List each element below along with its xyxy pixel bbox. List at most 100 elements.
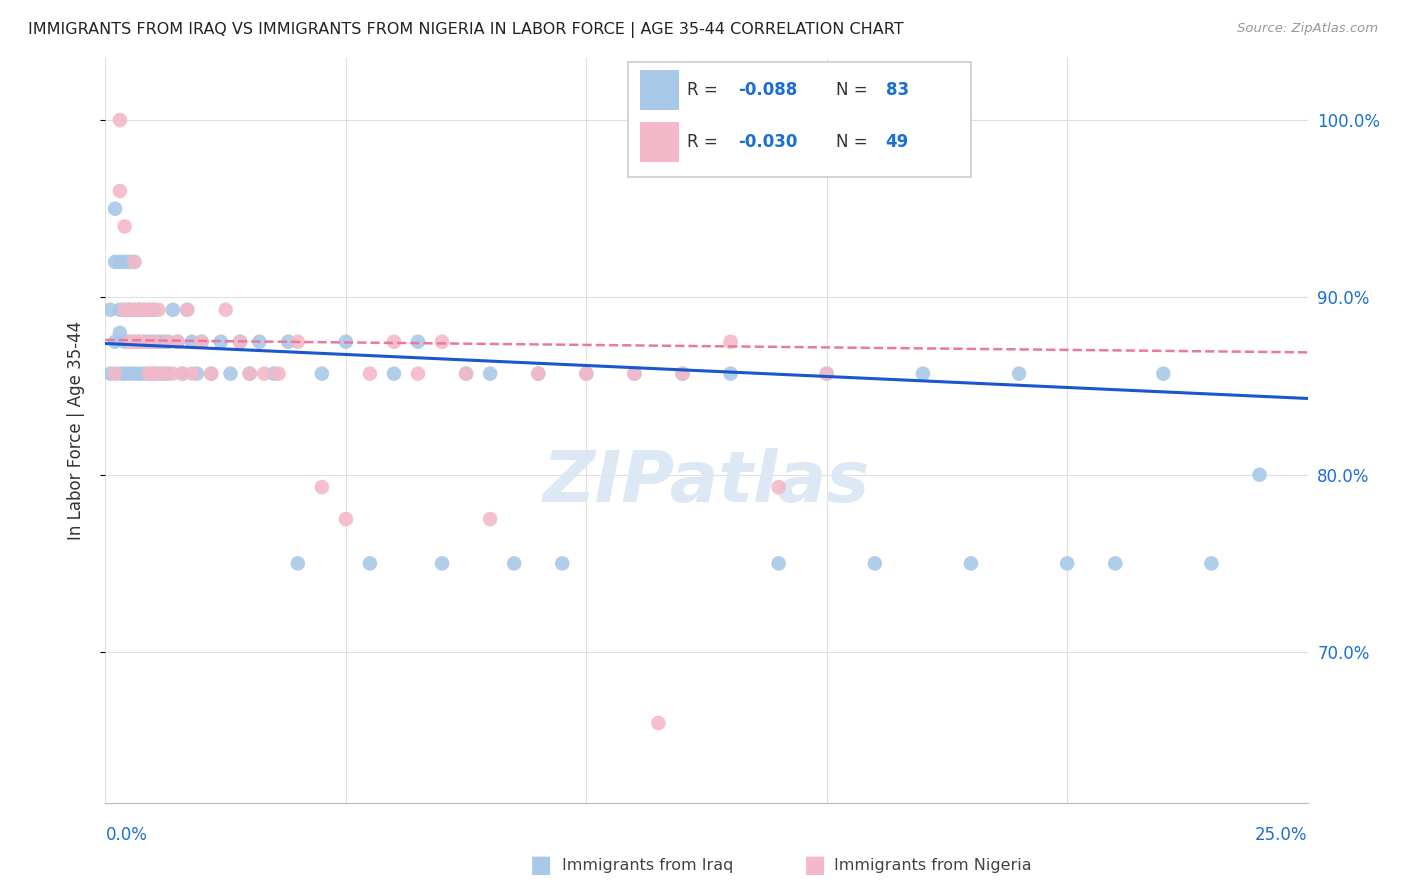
Point <box>128 334 150 349</box>
Point <box>152 367 174 381</box>
Point <box>181 334 204 349</box>
Point <box>263 367 285 381</box>
Point <box>114 334 136 349</box>
Point <box>108 302 131 317</box>
Point <box>148 302 170 317</box>
Point <box>166 334 188 349</box>
Point <box>118 302 141 317</box>
Point <box>768 557 790 571</box>
Y-axis label: In Labor Force | Age 35-44: In Labor Force | Age 35-44 <box>66 321 84 540</box>
Point <box>108 255 131 269</box>
Point <box>108 113 131 128</box>
Point <box>142 367 165 381</box>
Point <box>138 367 160 381</box>
Point <box>311 367 333 381</box>
Point <box>172 367 194 381</box>
Point <box>406 367 429 381</box>
Point <box>1152 367 1174 381</box>
Text: ■: ■ <box>530 854 553 877</box>
Point <box>200 367 222 381</box>
Text: Source: ZipAtlas.com: Source: ZipAtlas.com <box>1237 22 1378 36</box>
Point <box>128 367 150 381</box>
Point <box>247 334 270 349</box>
Point <box>311 480 333 494</box>
Text: IMMIGRANTS FROM IRAQ VS IMMIGRANTS FROM NIGERIA IN LABOR FORCE | AGE 35-44 CORRE: IMMIGRANTS FROM IRAQ VS IMMIGRANTS FROM … <box>28 22 904 38</box>
Point <box>114 302 136 317</box>
Point <box>335 512 357 526</box>
Point <box>104 334 127 349</box>
Text: N =: N = <box>837 81 873 99</box>
Point <box>815 367 838 381</box>
Point <box>152 334 174 349</box>
Point <box>647 716 669 731</box>
Text: -0.088: -0.088 <box>738 81 797 99</box>
Point <box>911 367 934 381</box>
Point <box>219 367 242 381</box>
Point <box>114 255 136 269</box>
Point <box>200 367 222 381</box>
Point <box>172 367 194 381</box>
Point <box>454 367 477 381</box>
Point <box>1201 557 1223 571</box>
Point <box>124 334 146 349</box>
Point <box>768 480 790 494</box>
Point <box>162 367 184 381</box>
Point <box>671 367 693 381</box>
Point <box>430 557 453 571</box>
Point <box>124 255 146 269</box>
Point <box>527 367 550 381</box>
Point <box>104 367 127 381</box>
Point <box>287 334 309 349</box>
Point <box>1249 467 1271 482</box>
Point <box>1104 557 1126 571</box>
Point <box>176 302 198 317</box>
Text: R =: R = <box>688 81 724 99</box>
Point <box>575 367 598 381</box>
Point <box>335 334 357 349</box>
Point <box>124 302 146 317</box>
Point <box>114 302 136 317</box>
Point <box>960 557 983 571</box>
Point <box>214 302 236 317</box>
Point <box>138 367 160 381</box>
Point <box>132 302 155 317</box>
Text: -0.030: -0.030 <box>738 133 797 151</box>
Point <box>406 334 429 349</box>
Point <box>186 367 208 381</box>
Point <box>118 334 141 349</box>
Point <box>132 367 155 381</box>
Point <box>114 367 136 381</box>
Point <box>239 367 262 381</box>
Point <box>287 557 309 571</box>
Point <box>118 367 141 381</box>
Point <box>142 367 165 381</box>
Point <box>104 255 127 269</box>
Point <box>359 557 381 571</box>
Point <box>253 367 276 381</box>
Point <box>124 255 146 269</box>
Point <box>148 334 170 349</box>
Text: ZIPatlas: ZIPatlas <box>543 448 870 517</box>
Point <box>142 302 165 317</box>
Point <box>359 367 381 381</box>
Point <box>181 367 204 381</box>
Point <box>239 367 262 381</box>
Text: Immigrants from Nigeria: Immigrants from Nigeria <box>834 858 1032 872</box>
Point <box>98 302 121 317</box>
Text: ■: ■ <box>804 854 827 877</box>
Point <box>454 367 477 381</box>
Point <box>114 219 136 234</box>
Point <box>148 367 170 381</box>
Point <box>108 184 131 198</box>
Point <box>166 334 188 349</box>
Point <box>156 334 179 349</box>
Point <box>128 302 150 317</box>
Point <box>118 302 141 317</box>
Point <box>479 367 502 381</box>
Point <box>142 334 165 349</box>
Point <box>132 302 155 317</box>
Point <box>132 334 155 349</box>
Point <box>142 334 165 349</box>
Point <box>815 367 838 381</box>
Text: R =: R = <box>688 133 724 151</box>
